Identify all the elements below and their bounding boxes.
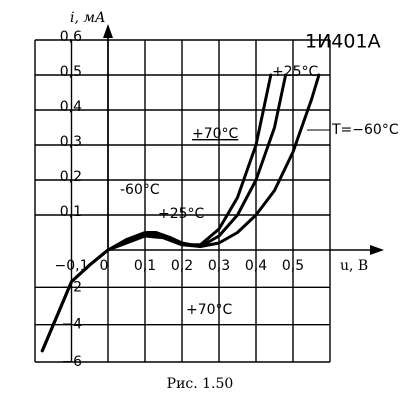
annotation: -60°C <box>120 182 160 198</box>
annotation: +70°C <box>192 126 239 142</box>
y-axis-label: i, мА <box>70 10 106 26</box>
legend-label: T=−60°C <box>331 122 399 138</box>
chart-title: 1И401А <box>305 31 381 53</box>
x-axis-label: u, B <box>340 258 368 274</box>
annotation: +25°C <box>272 64 319 80</box>
y-arrow <box>103 24 113 38</box>
series-line <box>40 73 273 353</box>
y-tick-label: 0,6 <box>60 29 82 45</box>
x-arrow <box>370 245 384 255</box>
annotation: +70°C <box>186 302 233 318</box>
annotation: +25°C <box>158 206 205 222</box>
caption: Рис. 1.50 <box>167 376 234 392</box>
x-tick-label: 0 <box>100 258 109 274</box>
